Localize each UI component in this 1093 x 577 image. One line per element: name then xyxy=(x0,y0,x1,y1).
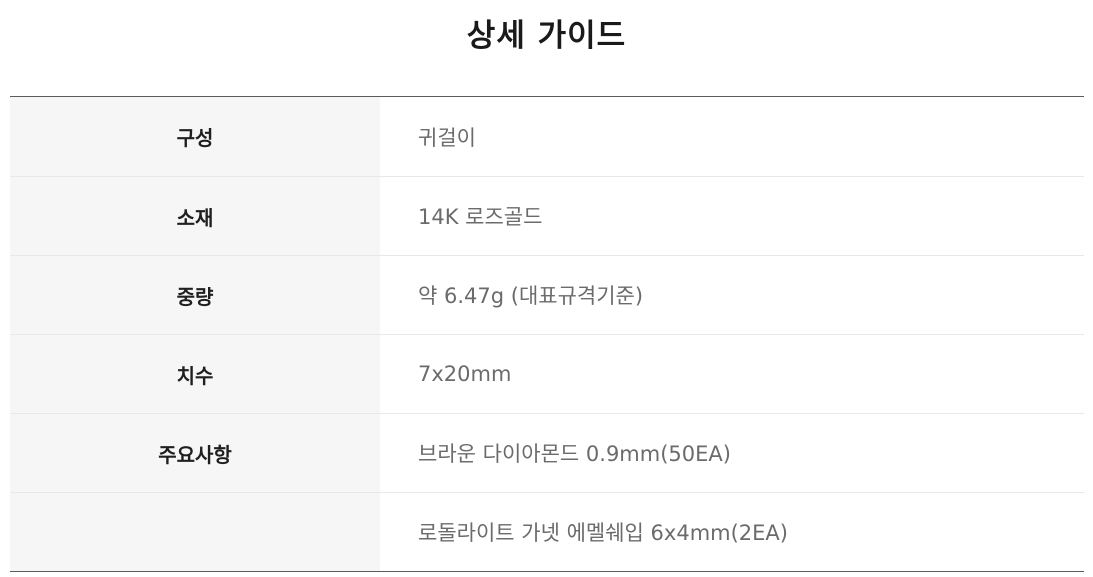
page-title: 상세 가이드 xyxy=(466,18,627,54)
spec-value: 로돌라이트 가넷 에멜쉐입 6x4mm(2EA) xyxy=(380,493,1084,571)
spec-value: 귀걸이 xyxy=(380,97,1084,176)
spec-label: 소재 xyxy=(10,177,380,255)
spec-label: 주요사항 xyxy=(10,414,380,492)
spec-label: 치수 xyxy=(10,335,380,413)
spec-label xyxy=(10,493,380,571)
spec-table: 구성 귀걸이 소재 14K 로즈골드 중량 약 6.47g (대표규격기준) 치… xyxy=(10,96,1084,572)
spec-value: 브라운 다이아몬드 0.9mm(50EA) xyxy=(380,414,1084,492)
spec-value: 7x20mm xyxy=(380,335,1084,413)
spec-value: 14K 로즈골드 xyxy=(380,177,1084,255)
spec-row-key-details: 주요사항 브라운 다이아몬드 0.9mm(50EA) xyxy=(10,413,1084,492)
spec-row-weight: 중량 약 6.47g (대표규격기준) xyxy=(10,255,1084,334)
spec-value: 약 6.47g (대표규격기준) xyxy=(380,256,1084,334)
spec-label: 중량 xyxy=(10,256,380,334)
spec-row-composition: 구성 귀걸이 xyxy=(10,97,1084,176)
spec-row-dimensions: 치수 7x20mm xyxy=(10,334,1084,413)
spec-row-material: 소재 14K 로즈골드 xyxy=(10,176,1084,255)
spec-label: 구성 xyxy=(10,97,380,176)
spec-row-key-details-cont: 로돌라이트 가넷 에멜쉐입 6x4mm(2EA) xyxy=(10,492,1084,571)
